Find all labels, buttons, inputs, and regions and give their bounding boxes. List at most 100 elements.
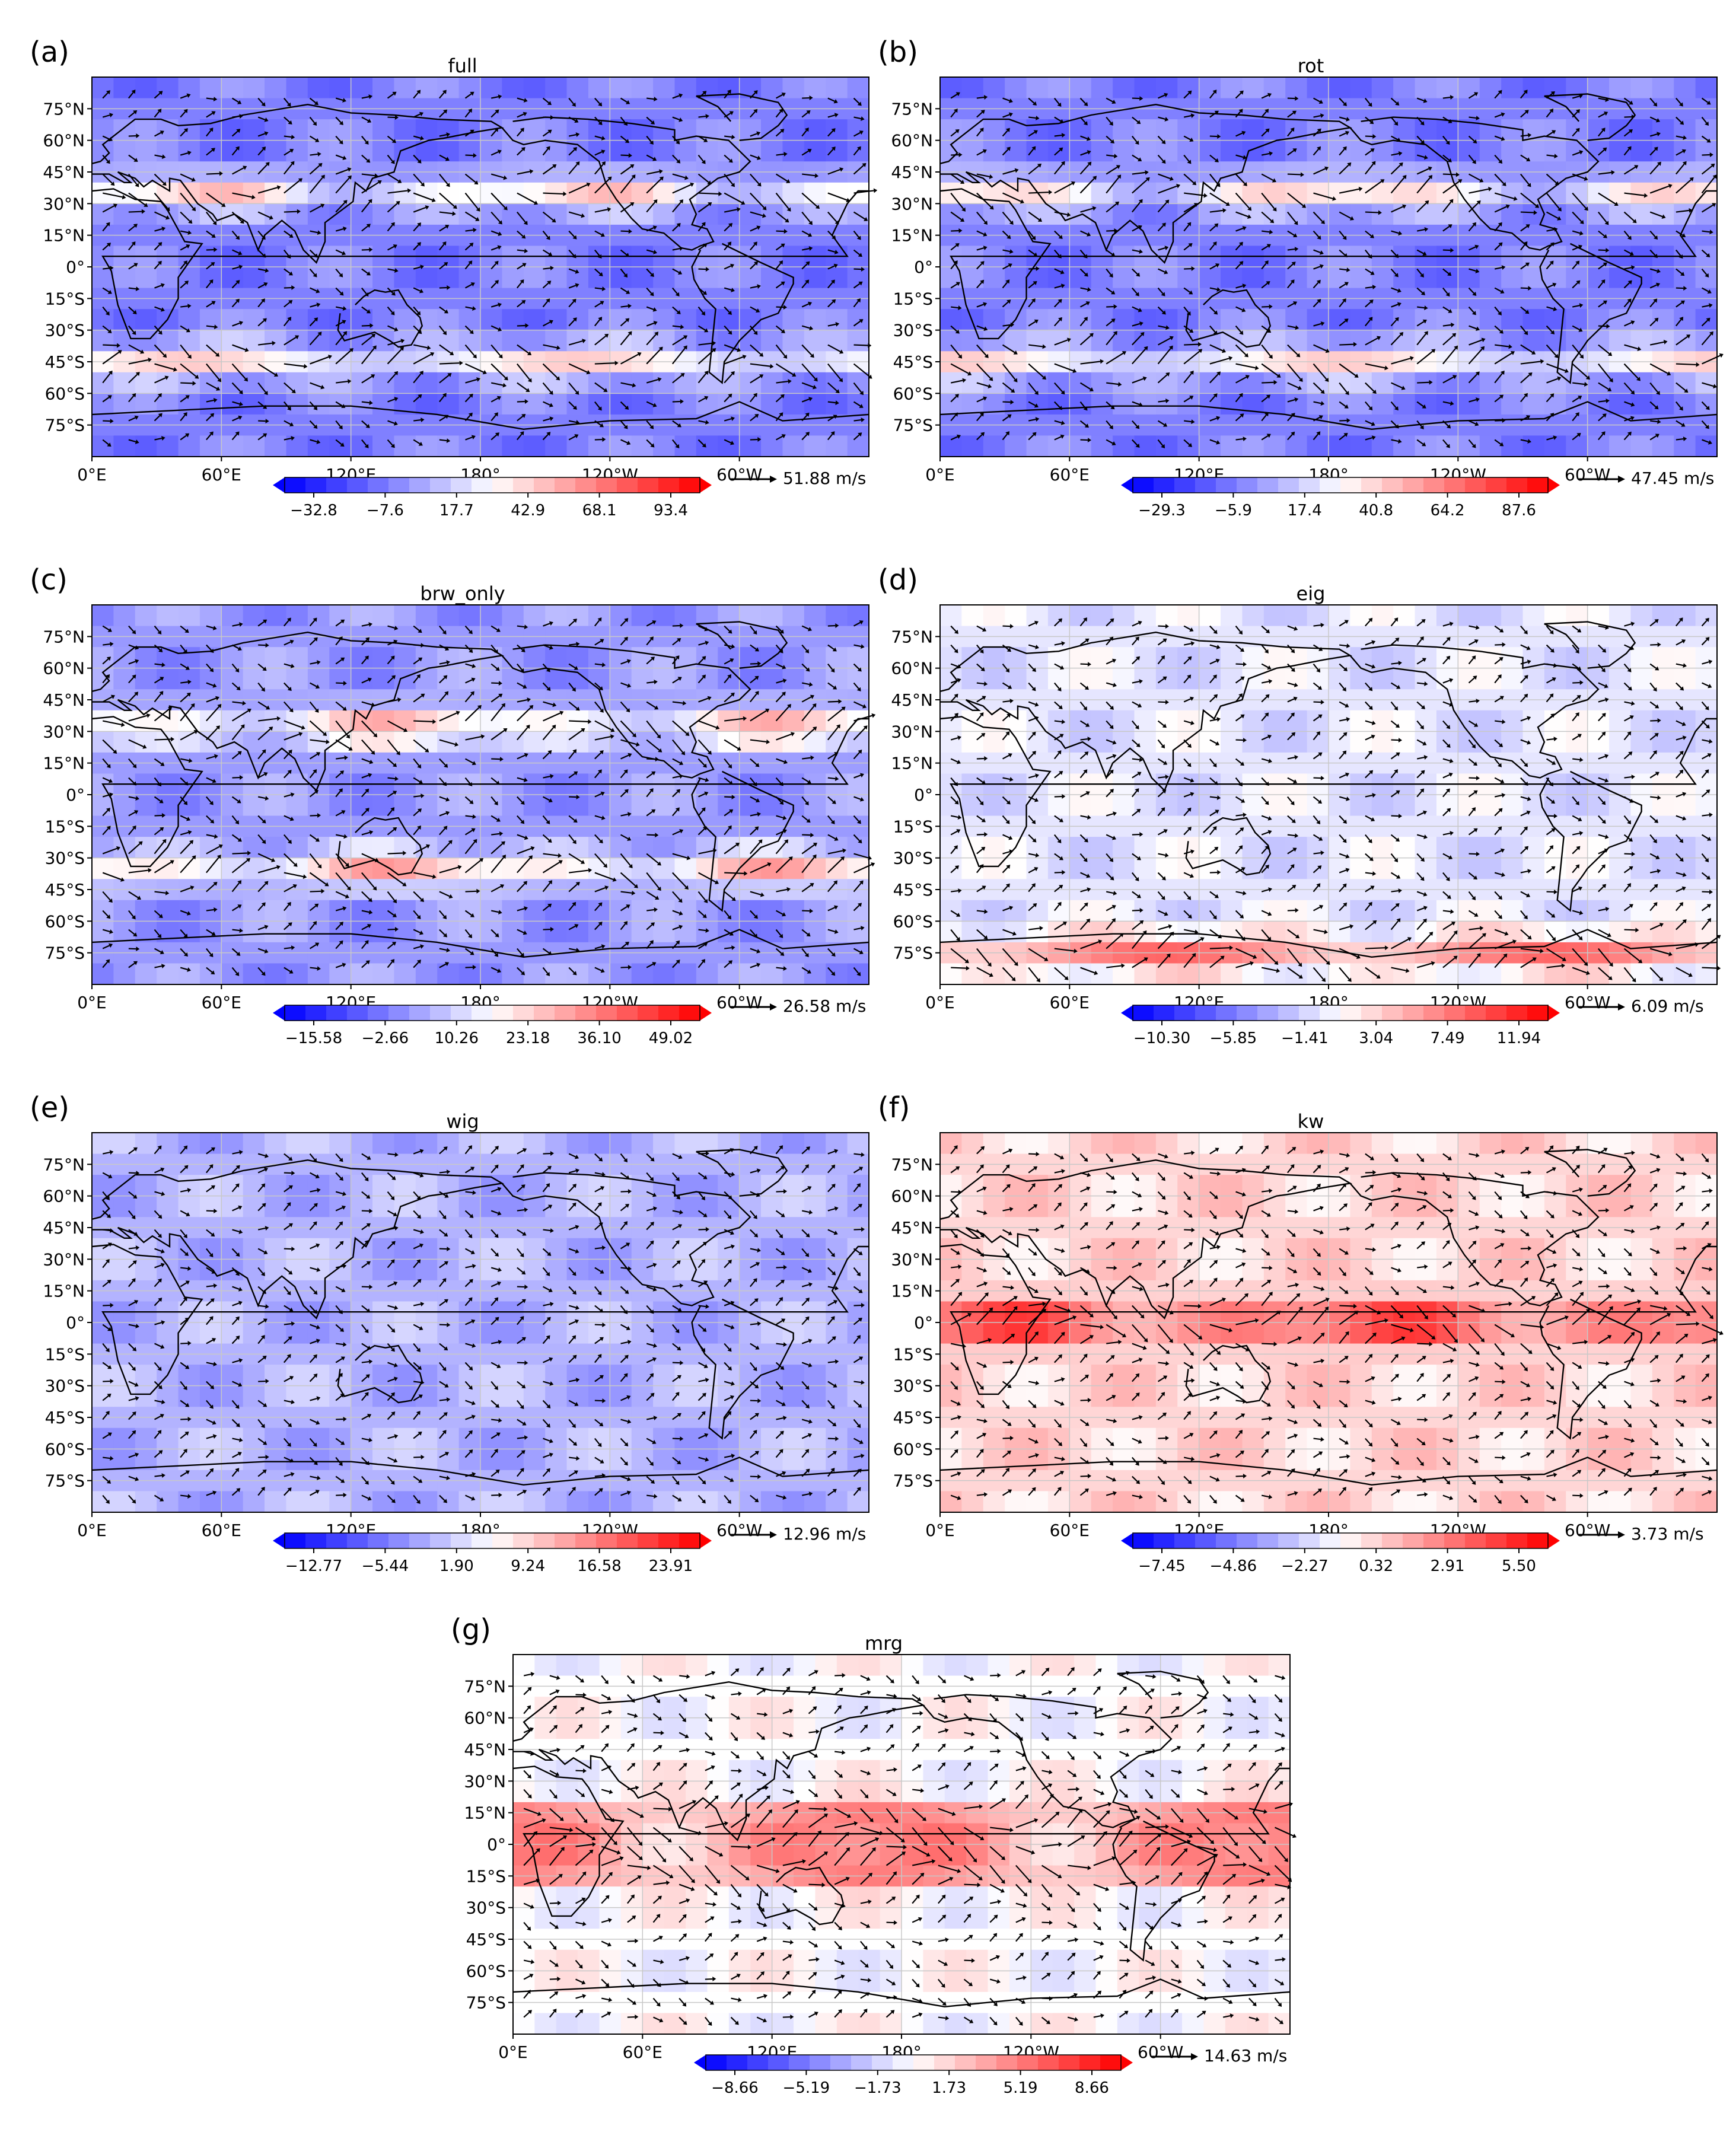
panel-title: full (448, 55, 477, 77)
wind-arrow (801, 703, 817, 722)
wind-arrow (976, 929, 988, 940)
wind-arrow (1676, 135, 1687, 140)
wind-arrow (180, 910, 191, 916)
shading-cell (1005, 795, 1027, 817)
shading-cell (1113, 710, 1135, 732)
wind-arrow (1235, 891, 1247, 895)
wind-arrow (310, 230, 321, 235)
wind-arrow (1287, 712, 1295, 722)
shading-cell (1436, 668, 1458, 690)
shading-cell (1113, 140, 1135, 162)
shading-cell (1113, 900, 1135, 922)
shading-cell (329, 837, 352, 859)
shading-cell (1587, 267, 1610, 289)
shading-cell (1479, 182, 1502, 204)
wind-arrow (465, 377, 480, 384)
wind-arrow (335, 962, 346, 968)
shading-cell (1199, 77, 1221, 99)
wind-arrow (128, 946, 140, 952)
shading-cell (135, 372, 157, 394)
shading-cell (199, 267, 222, 289)
wind-arrow (387, 268, 399, 273)
wind-arrow (1261, 910, 1272, 916)
shading-cell (502, 393, 524, 415)
shading-cell (1069, 77, 1092, 99)
wind-arrow (1313, 834, 1323, 841)
wind-arrow (180, 281, 189, 289)
wind-arrow (1079, 97, 1088, 106)
wind-arrow (206, 171, 223, 176)
wind-arrow (1079, 333, 1094, 346)
shading-cell (631, 921, 654, 943)
shading-cell (458, 731, 481, 753)
wind-arrow (1054, 750, 1062, 760)
shading-cell (1263, 731, 1286, 753)
shading-cell (610, 140, 632, 162)
wind-arrow (1416, 249, 1427, 256)
wind-arrow (1287, 833, 1299, 839)
shading-cell (804, 858, 826, 879)
shading-cell (761, 921, 783, 943)
wind-arrow (128, 758, 137, 769)
wind-arrow (1079, 268, 1088, 277)
wind-arrow (1002, 883, 1010, 893)
colorbar: −15.58 −2.66 10.26 23.18 36.10 49.02 (273, 1005, 712, 1047)
wind-arrow (1339, 211, 1354, 221)
wind-arrow (361, 872, 377, 891)
shading-cell (307, 309, 330, 331)
shading-cell (372, 647, 395, 669)
wind-arrow (1235, 325, 1244, 335)
wind-arrow (951, 965, 970, 971)
shading-cell (1242, 372, 1264, 394)
wind-arrow (1209, 929, 1222, 939)
shading-cell (761, 182, 783, 204)
shading-cell (1458, 795, 1480, 817)
shading-cell (1652, 647, 1674, 669)
wind-arrow (1313, 113, 1324, 118)
shading-cell (1091, 77, 1113, 99)
shading-cell (1221, 203, 1243, 225)
wind-arrow (1391, 230, 1403, 236)
wind-arrow (1416, 420, 1424, 430)
wind-arrow (950, 910, 961, 917)
wind-arrow (1132, 287, 1139, 297)
wind-arrow (827, 415, 837, 422)
shading-cell (804, 837, 826, 859)
shading-cell (1005, 605, 1027, 627)
wind-arrow (1209, 846, 1219, 855)
wind-arrow (568, 132, 580, 137)
shading-cell (1026, 77, 1049, 99)
wind-arrow (180, 325, 190, 333)
wind-arrow (154, 363, 177, 372)
shading-cell (135, 119, 157, 141)
shading-cell (804, 435, 826, 457)
shading-cell (1221, 668, 1243, 690)
wind-arrow (542, 663, 550, 673)
wind-arrow (1520, 224, 1530, 232)
y-tick-label: 15°S (893, 289, 933, 308)
wind-arrow (750, 910, 758, 919)
wind-arrow (464, 192, 480, 212)
wind-arrow (309, 769, 317, 779)
shading-cell (1522, 393, 1545, 415)
wind-arrow (950, 663, 961, 669)
wind-arrow (568, 881, 580, 893)
wind-arrow (1469, 337, 1486, 346)
wind-arrow (232, 622, 243, 627)
shading-cell (113, 309, 136, 331)
shading-cell (1026, 372, 1049, 394)
shading-cell (1307, 605, 1329, 627)
wind-arrow (750, 891, 765, 897)
shading-cell (1393, 267, 1416, 289)
wind-arrow (413, 719, 437, 724)
shading-cell (610, 267, 632, 289)
wind-arrow (1623, 165, 1639, 175)
wind-arrow (672, 789, 681, 798)
wind-arrow (257, 925, 269, 930)
wind-arrow (1494, 204, 1510, 213)
wind-arrow (801, 777, 811, 784)
wind-arrow (1701, 331, 1713, 346)
shading-cell (135, 647, 157, 669)
shading-cell (1436, 605, 1458, 627)
shading-cell (1285, 837, 1308, 859)
